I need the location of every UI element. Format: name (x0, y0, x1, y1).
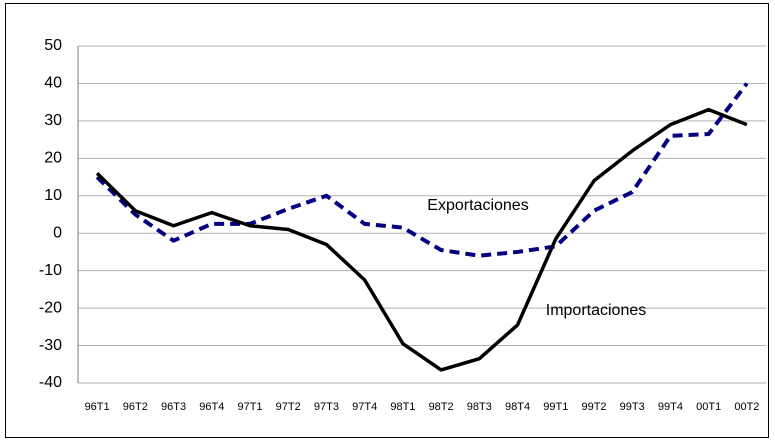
y-tick-label: -30 (39, 337, 62, 354)
x-tick-label: 99T3 (620, 401, 645, 413)
x-tick-label: 97T1 (237, 401, 262, 413)
y-tick-label: 30 (44, 112, 62, 129)
y-tick-label: -40 (39, 374, 62, 391)
x-tick-label: 99T1 (543, 401, 568, 413)
y-tick-label: 20 (44, 150, 62, 167)
x-tick-label: 96T1 (85, 401, 110, 413)
series-label: Importaciones (546, 302, 647, 319)
x-tick-label: 98T3 (467, 401, 492, 413)
y-tick-label: 50 (44, 37, 62, 54)
x-tick-label: 96T4 (199, 401, 224, 413)
chart-frame (5, 3, 769, 438)
x-tick-label: 00T2 (734, 401, 759, 413)
x-tick-label: 98T1 (390, 401, 415, 413)
x-tick-label: 97T3 (314, 401, 339, 413)
series-line (95, 82, 749, 258)
x-tick-label: 96T3 (161, 401, 186, 413)
x-tick-label: 98T4 (505, 401, 530, 413)
x-tick-label: 98T2 (429, 401, 454, 413)
y-tick-label: -20 (39, 299, 62, 316)
x-tick-label: 99T4 (658, 401, 683, 413)
y-tick-label: -10 (39, 262, 62, 279)
y-tick-label: 40 (44, 75, 62, 92)
x-tick-label: 97T2 (276, 401, 301, 413)
x-tick-label: 99T2 (581, 401, 606, 413)
x-tick-label: 00T1 (696, 401, 721, 413)
x-tick-label: 96T2 (123, 401, 148, 413)
x-tick-label: 97T4 (352, 401, 377, 413)
series-label: Exportaciones (427, 197, 528, 214)
y-tick-label: 0 (53, 224, 62, 241)
y-tick-label: 10 (44, 187, 62, 204)
series-line (95, 107, 748, 372)
